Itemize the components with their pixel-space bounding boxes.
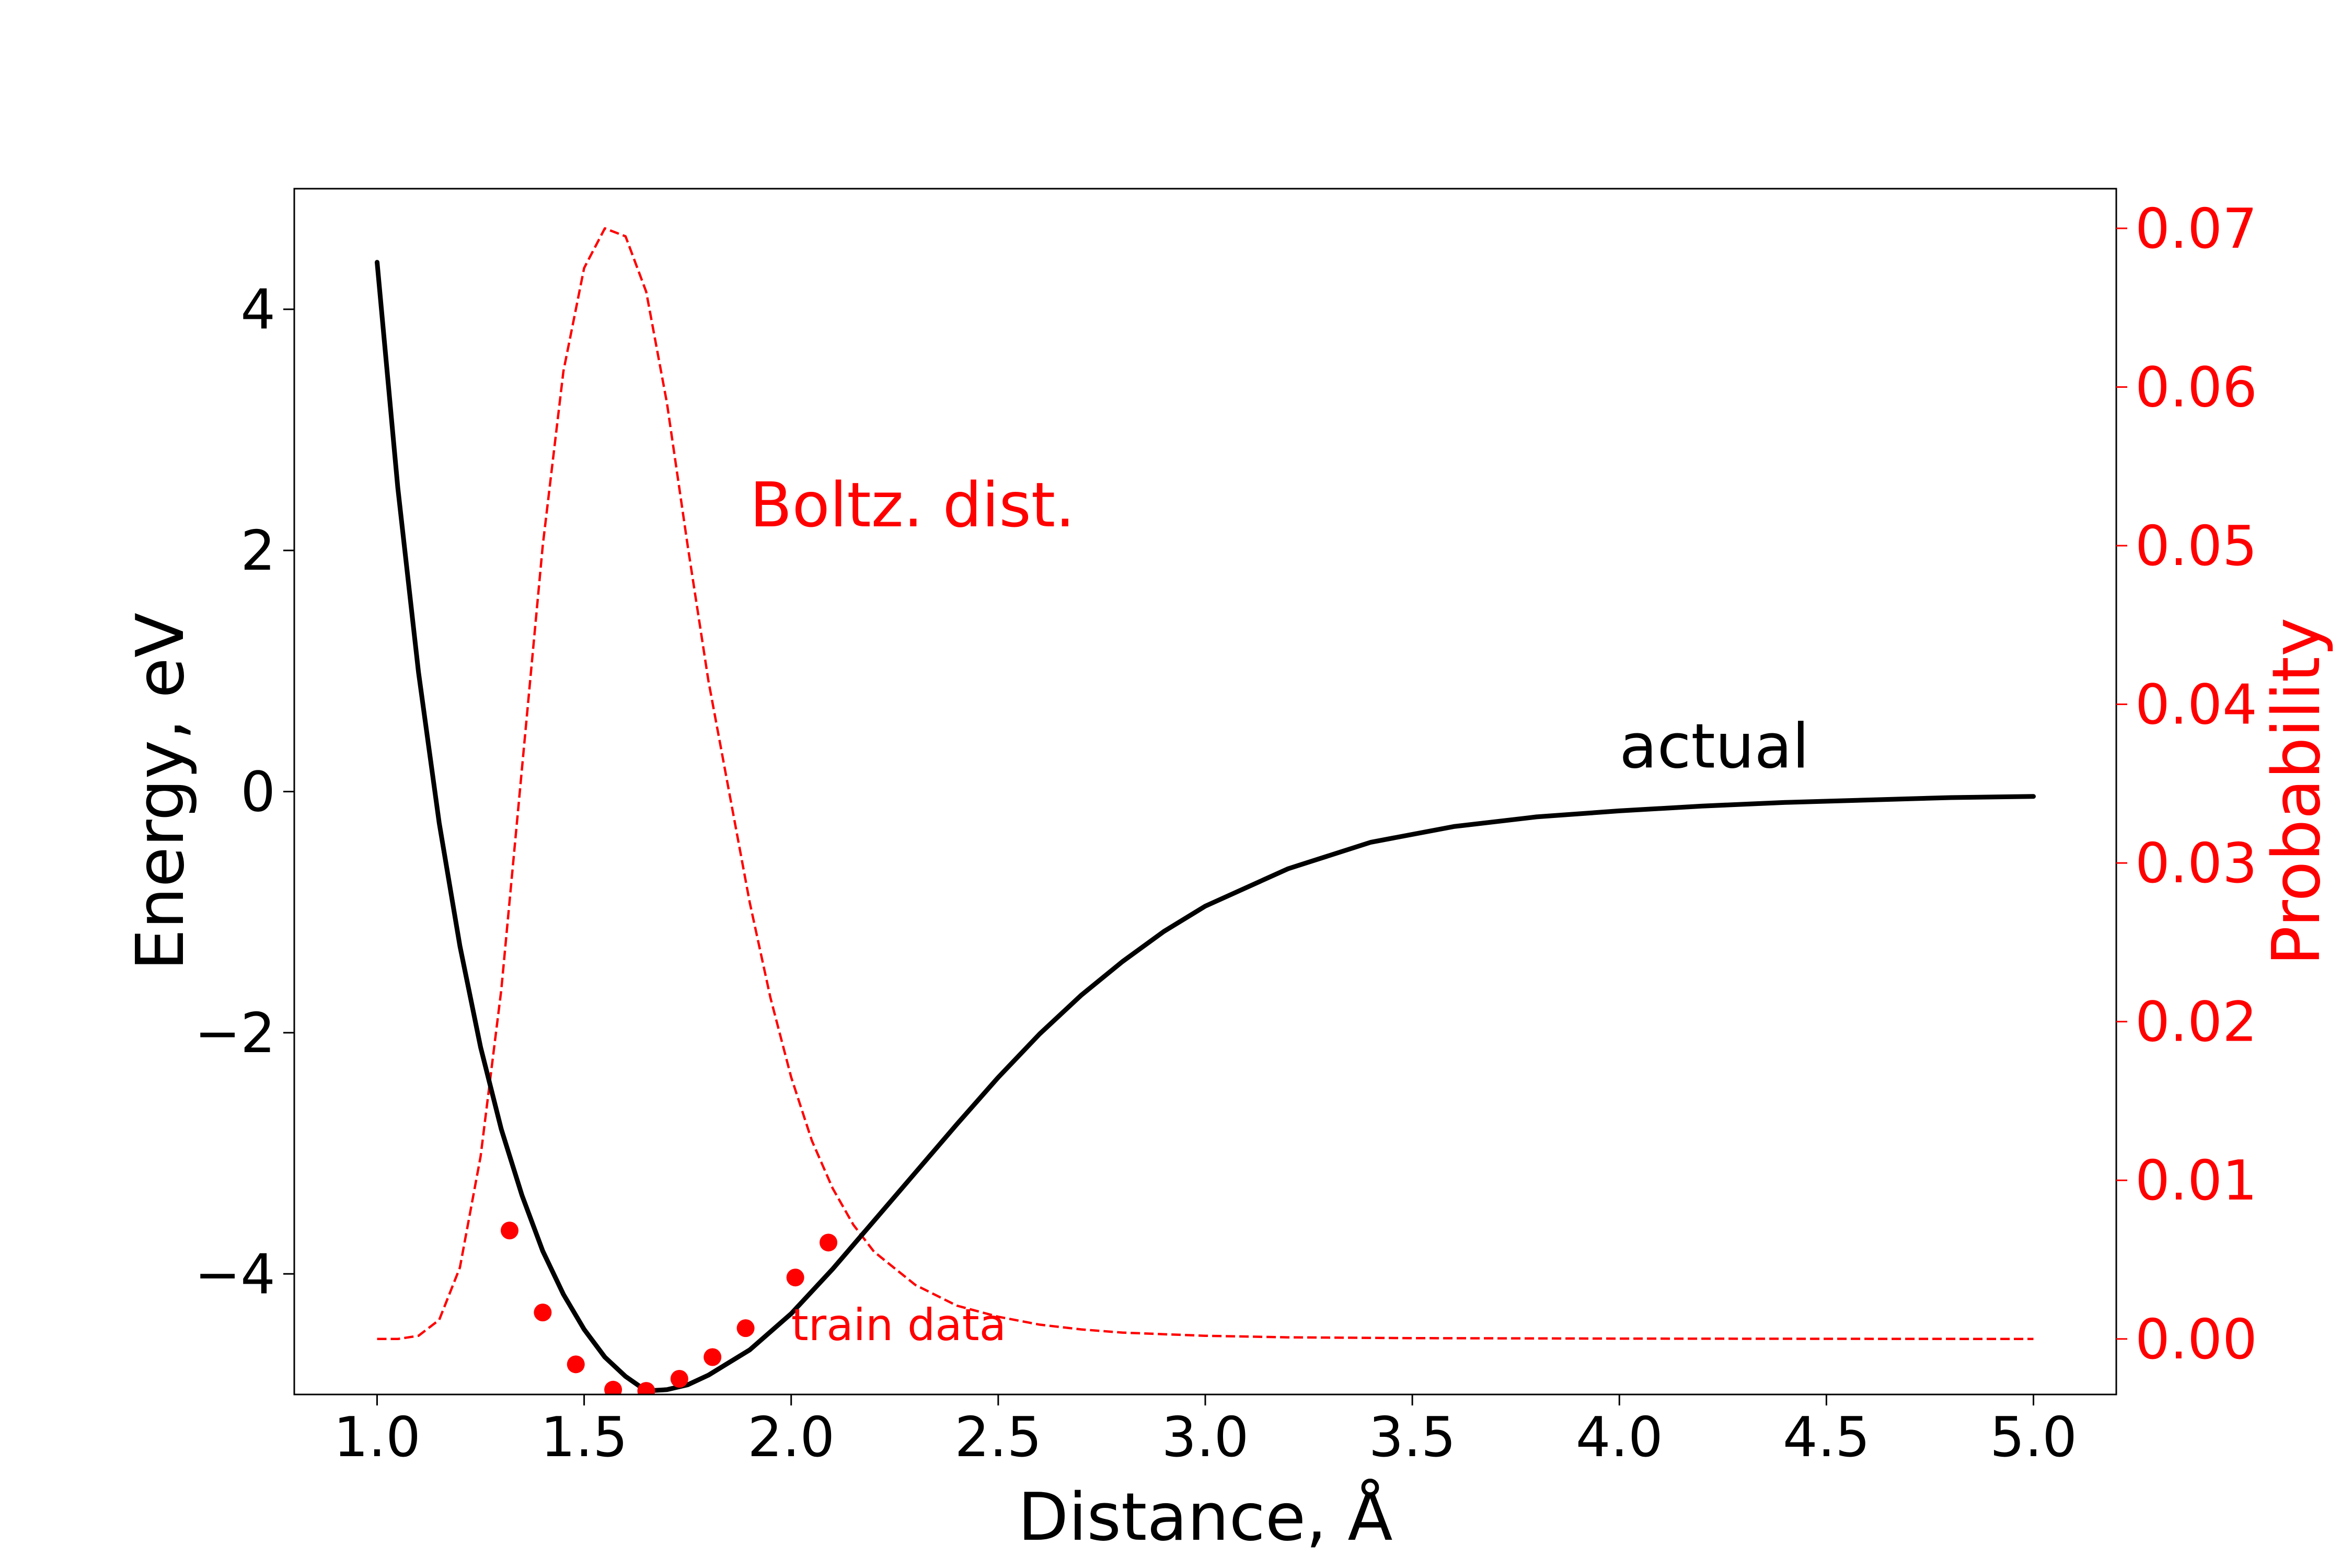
plot-area <box>375 227 2036 1394</box>
y-left-tick-label: 0 <box>240 760 275 824</box>
y-right-tick-label: 0.05 <box>2135 514 2257 578</box>
x-tick-label: 3.0 <box>1162 1405 1249 1469</box>
annotation-train-data: train data <box>791 1299 1006 1351</box>
y-right-tick-label: 0.01 <box>2135 1149 2257 1213</box>
annotation-boltz-dist: Boltz. dist. <box>750 469 1075 541</box>
y-right-tick-label: 0.07 <box>2135 197 2257 261</box>
x-tick-label: 2.5 <box>954 1405 1042 1469</box>
annotation-actual: actual <box>1619 710 1809 782</box>
y-right-tick-label: 0.04 <box>2135 673 2257 737</box>
y-axis-right: 0.00 0.01 0.02 0.03 0.04 0.05 0.06 0.07 <box>2116 197 2257 1371</box>
x-tick-label: 5.0 <box>1990 1405 2077 1469</box>
x-tick-label: 4.0 <box>1576 1405 1663 1469</box>
y-left-tick-label: 4 <box>240 278 275 342</box>
y-axis-left: −4 −2 0 2 4 <box>194 278 294 1306</box>
y-left-tick-label: 2 <box>240 519 275 583</box>
train-data-point <box>820 1233 838 1252</box>
y-left-tick-label: −4 <box>194 1242 275 1306</box>
x-axis-label: Distance, Å <box>1018 1478 1392 1555</box>
train-data-point <box>567 1355 585 1374</box>
train-data-point <box>637 1382 655 1394</box>
y-axis-right-label: Probability <box>2258 617 2335 965</box>
x-tick-label: 1.0 <box>333 1405 421 1469</box>
train-data-point <box>534 1304 552 1322</box>
train-data-point <box>704 1348 722 1366</box>
train-data-point <box>786 1269 804 1287</box>
series-boltzmann-line <box>377 227 2034 1341</box>
y-axis-left-label: Energy, eV <box>122 613 199 971</box>
x-tick-label: 2.0 <box>747 1405 835 1469</box>
x-tick-label: 4.5 <box>1783 1405 1870 1469</box>
x-tick-label: 3.5 <box>1369 1405 1456 1469</box>
y-right-tick-label: 0.02 <box>2135 990 2257 1054</box>
y-right-tick-label: 0.03 <box>2135 832 2257 895</box>
y-right-tick-label: 0.06 <box>2135 355 2257 419</box>
train-data-point <box>736 1319 755 1338</box>
series-actual-line <box>375 260 2036 1393</box>
train-data-point <box>670 1370 688 1388</box>
train-data-point <box>500 1221 518 1240</box>
x-axis: 1.0 1.5 2.0 2.5 3.0 3.5 4.0 4.5 5.0 <box>333 1394 2077 1469</box>
x-tick-label: 1.5 <box>540 1405 628 1469</box>
train-data-point <box>604 1380 622 1394</box>
y-left-tick-label: −2 <box>194 1001 275 1065</box>
y-right-tick-label: 0.00 <box>2135 1308 2257 1371</box>
